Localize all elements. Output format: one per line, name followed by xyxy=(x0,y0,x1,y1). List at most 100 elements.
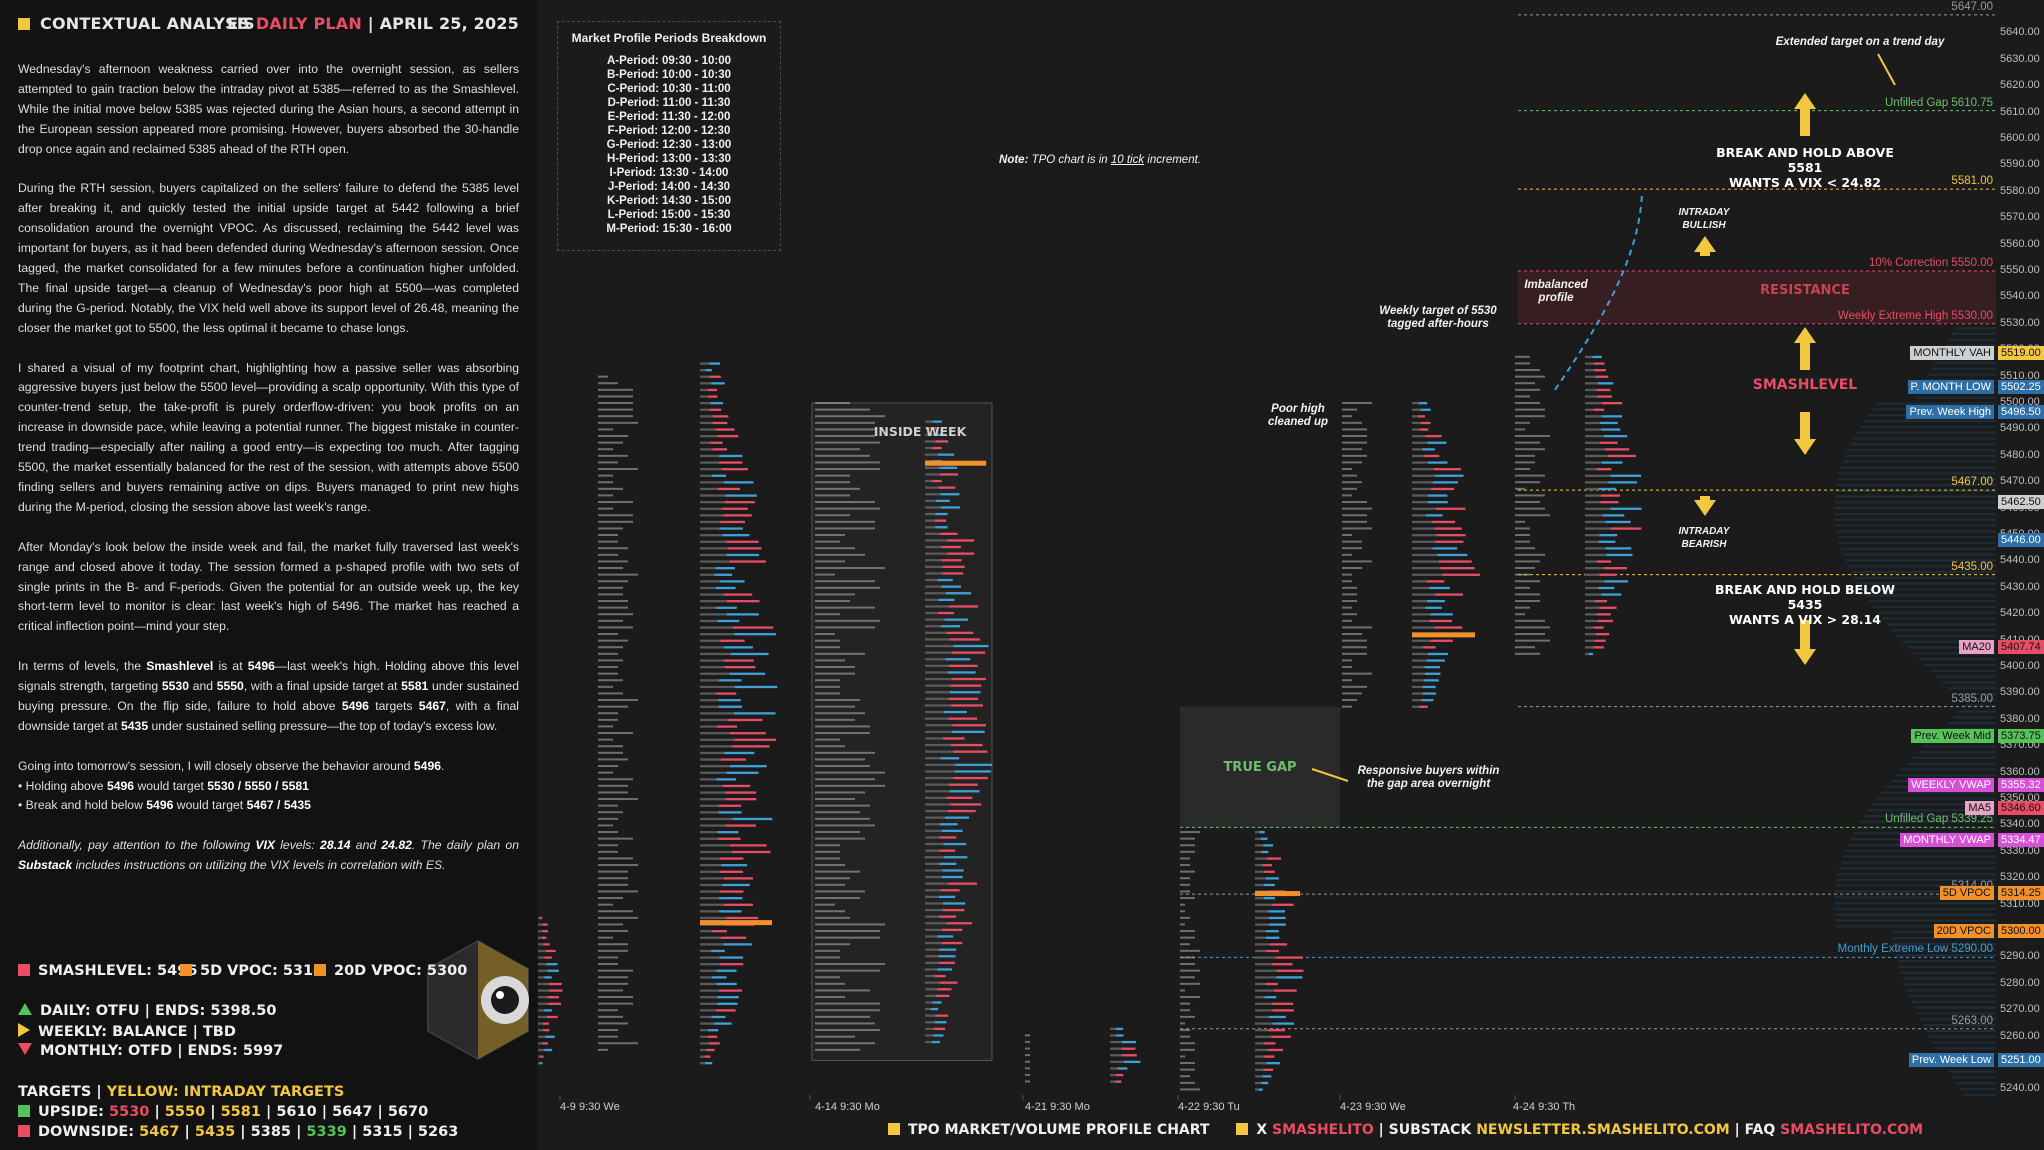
panel-header: CONTEXTUAL ANALYSIS ES DAILY PLAN | APRI… xyxy=(18,14,519,40)
session-0422-volume xyxy=(1255,923,1269,926)
session-0409-delta xyxy=(716,606,737,609)
session-0409-volume xyxy=(700,659,725,662)
session-0409-volume xyxy=(700,402,711,405)
footer-faq-link[interactable]: SMASHELITO.COM xyxy=(1780,1122,1924,1138)
composite-volume-bar xyxy=(1857,582,1996,585)
session-0423-delta xyxy=(1422,646,1436,649)
composite-volume-bar xyxy=(1845,849,1996,852)
session-0414-tpo xyxy=(815,771,885,774)
composite-volume-bar xyxy=(1842,460,1996,463)
session-0414-tpo xyxy=(815,923,885,926)
session-0409-delta xyxy=(725,791,757,794)
session-0424-volume xyxy=(1585,468,1597,471)
composite-volume-bar xyxy=(1955,1082,1996,1085)
session-0414-tpo xyxy=(815,540,840,543)
session-0409-delta xyxy=(726,916,759,920)
session-0422-tpo xyxy=(1180,870,1195,873)
session-0423-volume xyxy=(1412,547,1433,550)
session-0421-tpo xyxy=(1025,1040,1030,1043)
session-0409-left-volume xyxy=(538,916,540,920)
session-0424-delta xyxy=(1606,553,1633,557)
session-0414-tpo xyxy=(815,956,840,959)
session-0414-delta xyxy=(939,823,958,826)
session-0409-tpo xyxy=(598,844,618,847)
session-0423-volume xyxy=(1412,679,1425,682)
session-0424-delta xyxy=(1596,613,1611,616)
session-0409-delta xyxy=(711,382,725,385)
session-0423-tpo xyxy=(1342,507,1372,510)
session-0414-tpo xyxy=(815,481,850,484)
session-0422-delta xyxy=(1265,949,1279,953)
session-0409-volume xyxy=(700,474,712,477)
composite-volume-bar xyxy=(1965,704,1996,707)
session-0409-tpo xyxy=(598,712,618,715)
session-0423-tpo xyxy=(1342,547,1362,550)
session-0423-volume xyxy=(1412,699,1422,702)
session-0422-tpo xyxy=(1180,982,1200,985)
session-0423-delta xyxy=(1436,534,1466,537)
bold: 5496 xyxy=(146,798,174,813)
session-0422-delta xyxy=(1276,976,1303,979)
session-0414-tpo xyxy=(815,982,845,985)
session-0423-tpo xyxy=(1342,540,1362,543)
session-0423-volume xyxy=(1412,428,1420,431)
session-0421-volume xyxy=(1110,1054,1123,1057)
vpoc5-key: 5D VPOC: 5314 xyxy=(180,963,323,979)
session-0409-volume xyxy=(700,996,718,999)
session-0409-volume xyxy=(700,811,719,814)
session-0423-tpo xyxy=(1342,481,1362,484)
session-0409-volume xyxy=(700,520,721,524)
session-0421-volume xyxy=(1110,1073,1116,1077)
session-0422-volume xyxy=(1255,989,1274,992)
session-0422-volume xyxy=(1255,837,1261,840)
session-0424-delta xyxy=(1599,534,1618,537)
session-0424-volume xyxy=(1585,375,1596,378)
session-0409-delta xyxy=(716,969,737,972)
session-0423-tpo xyxy=(1342,441,1367,444)
price-tag-label: P. MONTH LOW xyxy=(1907,380,1994,395)
composite-volume-bar xyxy=(1962,1093,1996,1096)
session-0409-left-volume xyxy=(538,1022,543,1025)
session-0421-delta xyxy=(1123,1060,1141,1064)
session-0414-tpo xyxy=(815,976,840,979)
session-0421-tpo xyxy=(1025,1080,1030,1083)
composite-volume-bar xyxy=(1917,751,1996,754)
footer-x-label: X xyxy=(1256,1122,1273,1138)
text: In terms of levels, the xyxy=(18,659,147,674)
session-0422-delta xyxy=(1260,850,1269,854)
session-0414-delta xyxy=(934,433,946,436)
session-0409-tpo xyxy=(598,1042,638,1045)
session-0414-delta xyxy=(942,869,964,872)
imbalanced-note: Imbalanced profile xyxy=(1524,279,1588,304)
session-0409-tpo xyxy=(598,547,628,550)
session-0409-delta xyxy=(717,435,739,438)
session-0424-volume xyxy=(1585,547,1606,550)
price-level-label: Unfilled Gap 5339.25 xyxy=(1884,813,1993,826)
session-0422-tpo xyxy=(1180,1068,1195,1071)
bold: 28.14 xyxy=(320,838,351,853)
composite-volume-bar xyxy=(1834,890,1996,893)
composite-volume-bar xyxy=(1955,327,1996,330)
session-0424-tpo xyxy=(1515,408,1545,411)
price-tag-label: 20D VPOC xyxy=(1933,924,1994,939)
session-0409-volume xyxy=(700,527,720,530)
session-0423-delta xyxy=(1422,685,1436,689)
footer-x-handle[interactable]: SMASHELITO xyxy=(1272,1122,1374,1138)
text: , with a final downside target at xyxy=(18,698,520,733)
session-0424-tpo xyxy=(1515,435,1550,438)
session-0409-delta xyxy=(716,778,737,781)
red-square-icon xyxy=(18,1125,30,1137)
session-0414-delta xyxy=(941,829,963,833)
session-0409-tpo xyxy=(598,448,613,451)
session-0409-volume xyxy=(700,982,717,986)
session-0409-volume xyxy=(700,692,717,695)
footer-substack-link[interactable]: NEWSLETTER.SMASHELITO.COM xyxy=(1476,1122,1730,1138)
session-0414-volume xyxy=(925,908,943,912)
session-0423-delta xyxy=(1434,468,1461,471)
right-triangle-icon xyxy=(18,1023,30,1037)
session-0409-delta xyxy=(719,454,743,458)
session-0422-delta xyxy=(1271,1035,1291,1038)
session-0422-tpo xyxy=(1180,1048,1195,1051)
session-0409-tpo xyxy=(598,758,628,761)
session-0422-tpo xyxy=(1180,996,1200,999)
